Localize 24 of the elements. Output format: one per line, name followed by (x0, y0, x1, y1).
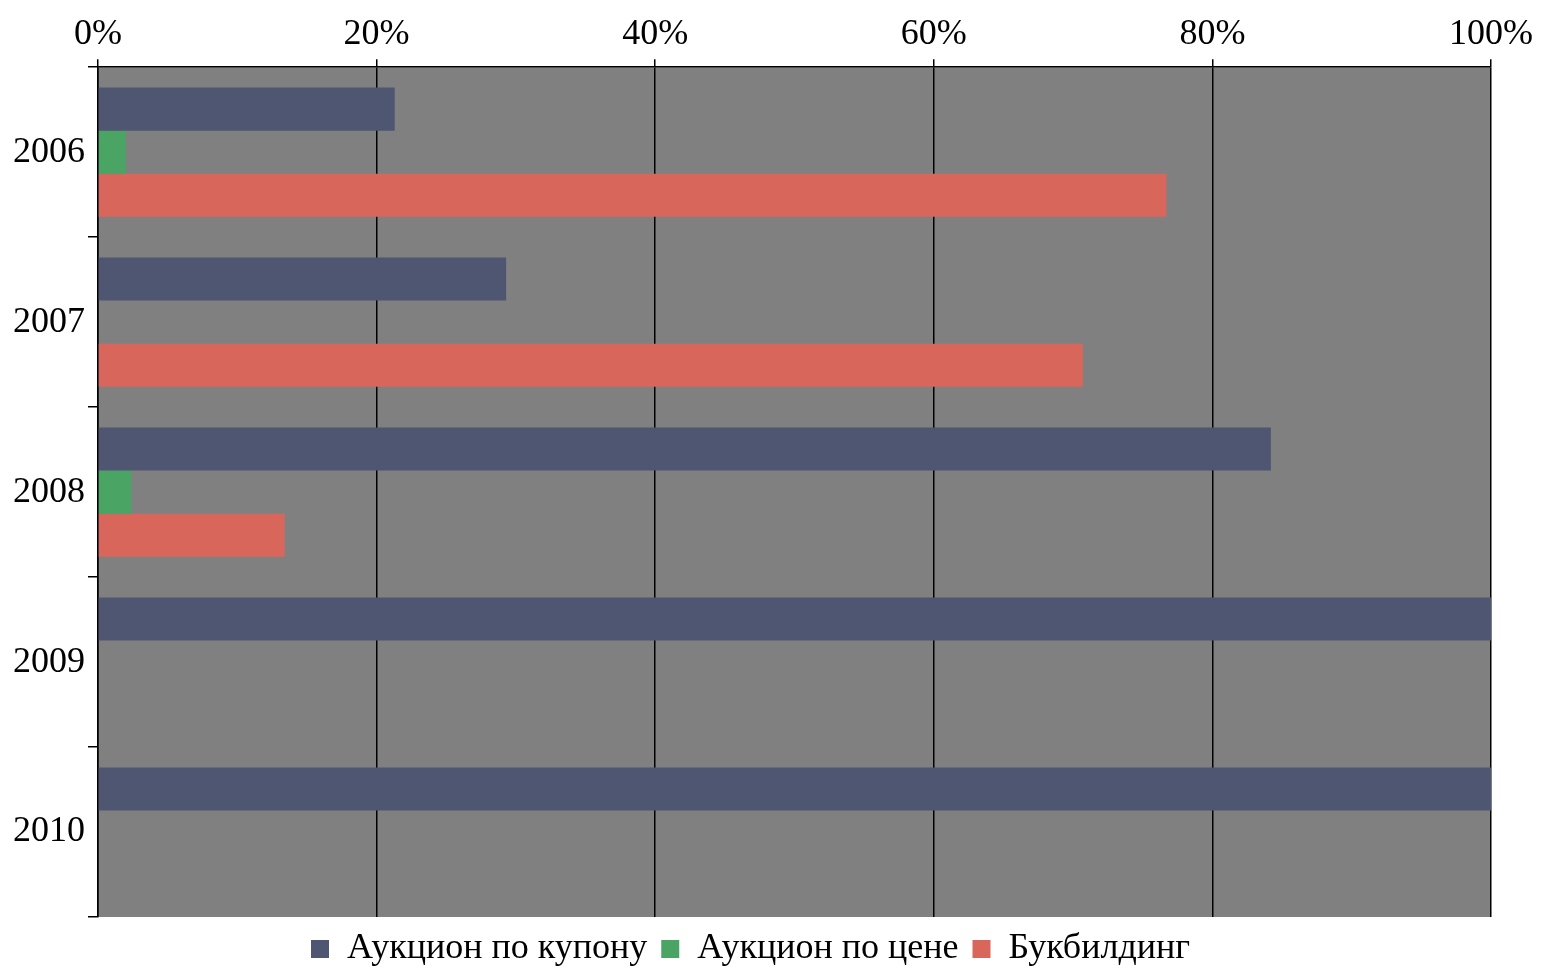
bar (98, 767, 1491, 811)
bar (98, 597, 1491, 641)
legend-label: Аукцион по цене (697, 926, 959, 967)
x-tick-label: 0% (74, 12, 122, 53)
bar (98, 343, 1083, 387)
bar (98, 130, 126, 174)
y-tick-label: 2008 (13, 469, 85, 510)
bar (98, 427, 1271, 471)
y-tick-label: 2010 (13, 809, 85, 850)
x-tick-label: 40% (622, 12, 689, 53)
legend-label: Букбилдинг (1008, 926, 1191, 967)
y-tick-label: 2006 (13, 129, 85, 170)
y-tick-label: 2009 (13, 639, 85, 680)
x-tick-label: 100% (1449, 12, 1533, 53)
bar (98, 87, 395, 131)
bar (98, 513, 285, 557)
bar (98, 173, 1167, 217)
bar (98, 470, 132, 514)
x-tick-label: 80% (1179, 12, 1246, 53)
x-tick-label: 60% (900, 12, 967, 53)
bar (98, 257, 507, 301)
legend-label: Аукцион по купону (346, 926, 648, 967)
x-tick-label: 20% (343, 12, 410, 53)
y-tick-label: 2007 (13, 299, 85, 340)
